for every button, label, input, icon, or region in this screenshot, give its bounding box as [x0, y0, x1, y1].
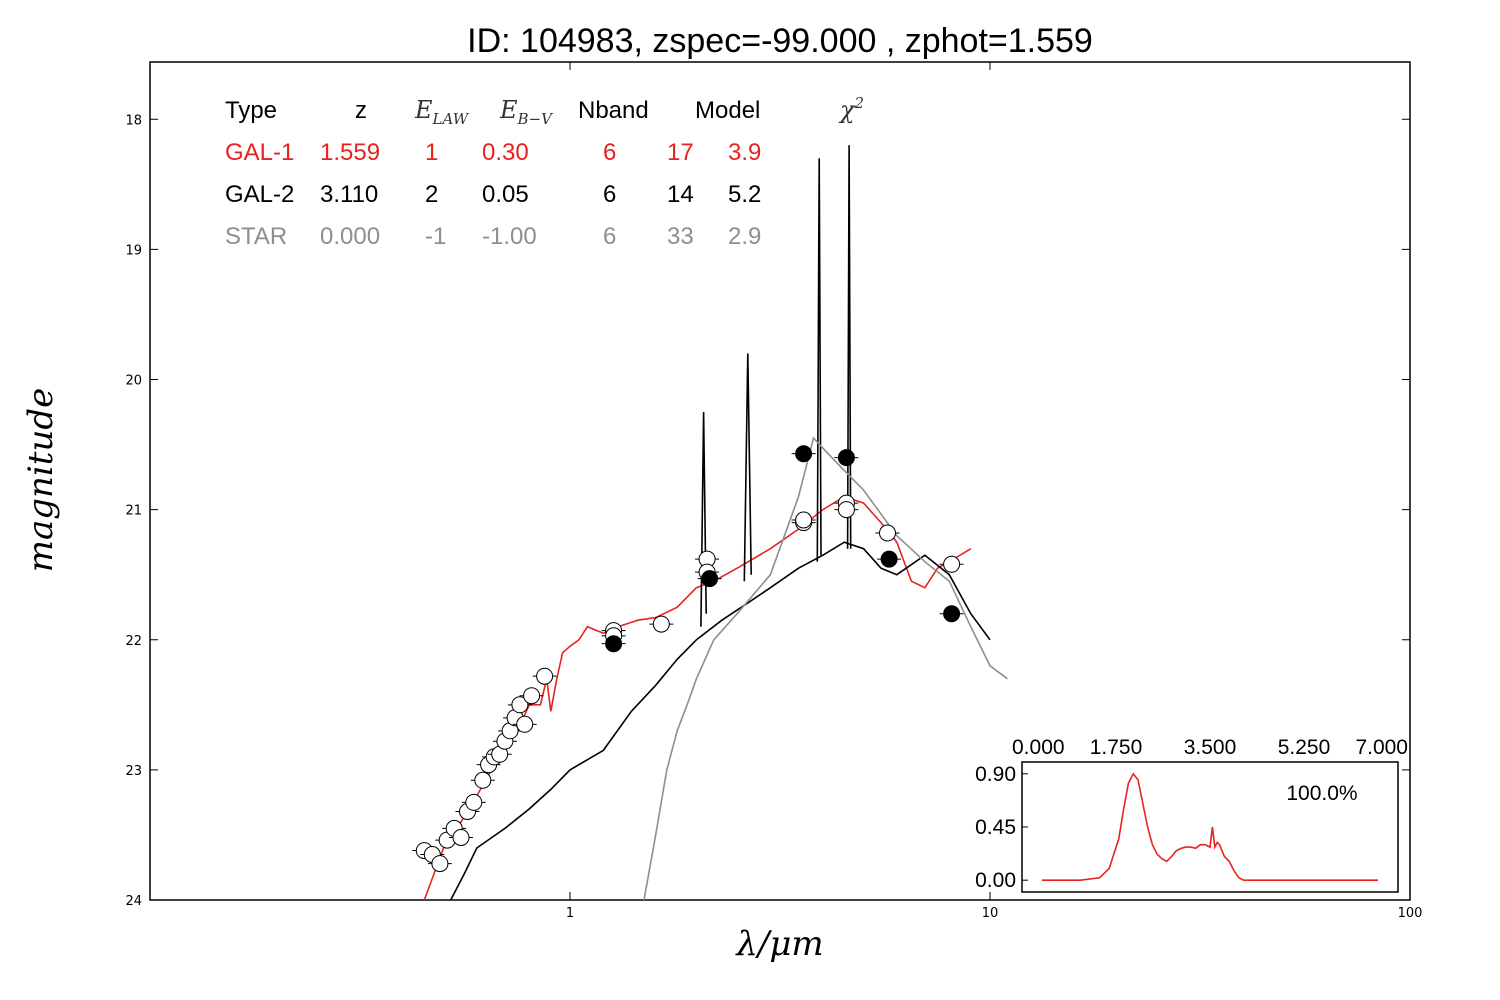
x-axis-ticks: 1 10 100	[566, 62, 1423, 921]
y-tick-label: 18	[125, 113, 142, 128]
zphot-pdf-inset: 0.000 1.750 3.500 5.250 7.000 0.90 0.45 0.00 1…	[975, 736, 1408, 893]
chart-title: ID: 104983, zspec=-99.000 , zphot=1.559	[467, 22, 1093, 60]
table-cell-star: -1.00	[482, 223, 537, 250]
table-cell-star: 6	[603, 223, 616, 250]
y-tick-label: 24	[125, 894, 142, 909]
data-point-open	[516, 715, 534, 733]
data-point-open	[943, 555, 961, 573]
inset-y-tick-label: 0.90	[975, 763, 1016, 786]
data-point-open	[474, 771, 492, 789]
table-header-z: z	[355, 97, 367, 124]
inset-frame	[1021, 761, 1399, 893]
data-point-open	[536, 667, 554, 685]
inset-x-tick-label: 0.000	[1012, 736, 1065, 759]
data-point-open	[879, 524, 896, 542]
y-tick-label: 20	[125, 374, 142, 389]
table-cell-gal-1: 0.30	[482, 139, 529, 166]
table-cell-gal-1: 6	[603, 139, 616, 166]
y-tick-label: 22	[125, 634, 142, 649]
y-tick-label: 23	[125, 764, 142, 779]
inset-x-ticks: 0.000 1.750 3.500 5.250 7.000	[1012, 736, 1408, 759]
inset-annotation: 100.0%	[1286, 782, 1357, 805]
data-point-filled	[795, 445, 813, 463]
table-cell-gal-1: 1	[425, 139, 438, 166]
table-cell-star: 33	[667, 223, 694, 250]
data-point-open	[837, 501, 855, 519]
inset-pdf-line	[1042, 772, 1378, 881]
inset-x-tick-label: 3.500	[1184, 736, 1237, 759]
table-header-nband: Nband	[578, 97, 649, 124]
x-tick-label: 100	[1398, 906, 1423, 921]
table-cell-gal-1: 3.9	[728, 139, 761, 166]
table-cell-star: -1	[425, 223, 446, 250]
data-point-open	[795, 511, 813, 529]
series-layer	[412, 145, 1008, 901]
series-line-gal2	[449, 541, 991, 901]
table-cell-gal-2: 3.110	[320, 181, 378, 208]
data-point-filled	[701, 570, 719, 588]
table-cell-star: 0.000	[320, 223, 380, 250]
data-point-open	[465, 793, 483, 811]
table-cell-gal-2: 5.2	[728, 181, 761, 208]
table-cell-gal-2: 6	[603, 181, 616, 208]
inset-y-tick-label: 0.00	[975, 869, 1016, 892]
table-header-model: Model	[695, 97, 760, 124]
series-line-gal2	[743, 353, 752, 582]
table-cell-gal-1: 1.559	[320, 139, 380, 166]
table-cell-gal-2: 0.05	[482, 181, 529, 208]
data-point-filled	[837, 449, 855, 467]
table-cell-star: 2.9	[728, 223, 761, 250]
inset-x-tick-label: 1.750	[1090, 736, 1143, 759]
table-cell-gal-2: 2	[425, 181, 438, 208]
inset-x-tick-label: 7.000	[1355, 736, 1408, 759]
data-point-open	[431, 855, 449, 873]
table-cell-gal-2: 14	[667, 181, 694, 208]
data-point-filled	[880, 550, 898, 568]
data-point-open	[523, 687, 541, 705]
data-point-open	[452, 829, 470, 846]
table-cell-gal-1: GAL-1	[225, 139, 294, 166]
data-point-filled	[605, 635, 623, 653]
table-cell-gal-2: GAL-2	[225, 181, 294, 208]
table-cell-gal-1: 17	[667, 139, 694, 166]
inset-y-tick-label: 0.45	[975, 816, 1016, 839]
series-line-gal2	[846, 145, 852, 549]
x-tick-label: 10	[982, 906, 999, 921]
x-tick-label: 1	[566, 906, 574, 921]
table-header-type: Type	[225, 97, 277, 124]
plot-frame	[149, 61, 1411, 901]
y-axis-label: magnitude	[21, 388, 61, 573]
inset-x-tick-label: 5.250	[1278, 736, 1331, 759]
y-tick-label: 19	[125, 243, 142, 258]
table-cell-star: STAR	[225, 223, 287, 250]
series-line-gal2	[816, 158, 822, 562]
series-line-star	[643, 436, 1008, 901]
table-rows: GAL-1 1.559 1 0.30 6 17 3.9 GAL-2 3.110 2 0.05 6 14 5…	[225, 139, 761, 250]
y-tick-label: 21	[125, 504, 142, 519]
inset-y-ticks: 0.90 0.45 0.00	[975, 763, 1028, 892]
data-point-open	[652, 615, 670, 633]
data-point-open	[511, 696, 529, 714]
inset-series-layer	[1042, 772, 1378, 881]
data-point-filled	[943, 605, 961, 623]
x-axis-label: λ/μm	[734, 924, 823, 964]
